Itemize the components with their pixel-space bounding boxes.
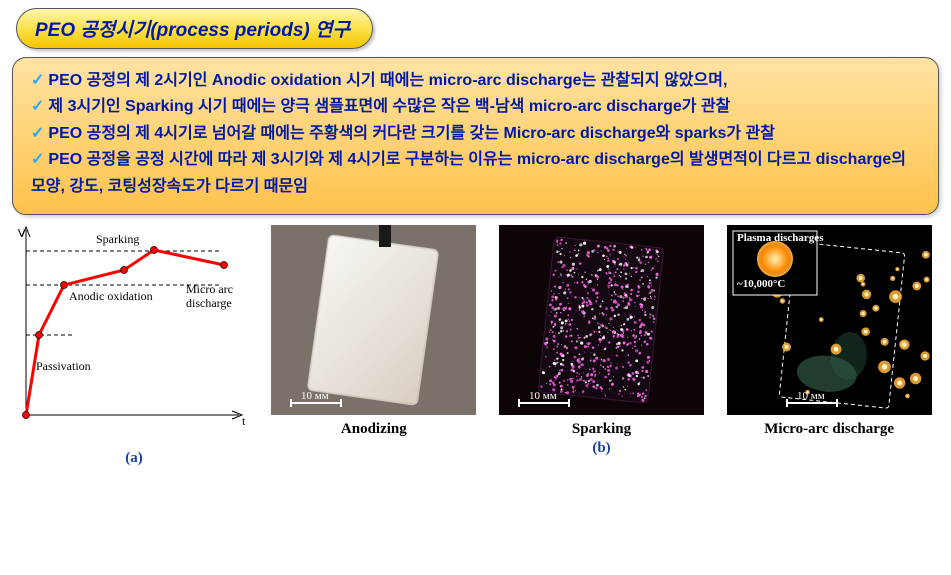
micro-caption: Micro-arc discharge xyxy=(764,421,894,438)
chart-x-label: t xyxy=(242,414,246,425)
chart-label-passivation: Passivation xyxy=(36,359,91,373)
anodizing-caption: Anodizing xyxy=(341,421,407,438)
panel-anodizing: 10 мм Anodizing xyxy=(266,225,482,438)
chart-column: V t Sparking Anodic oxidation Micro arc … xyxy=(14,225,254,467)
micro-scale: 10 мм xyxy=(797,390,825,402)
chart-label-micro1: Micro arc xyxy=(186,282,233,296)
anodizing-scale: 10 мм xyxy=(301,390,329,402)
bullets-box: ✓PEO 공정의 제 2시기인 Anodic oxidation 시기 때에는 … xyxy=(12,57,939,215)
bullet-2-text: 제 3시기인 Sparking 시기 때에는 양극 샘플표면에 수많은 작은 백… xyxy=(48,98,730,115)
chart-label-anodic: Anodic oxidation xyxy=(69,289,153,303)
plasma-label: Plasma discharges xyxy=(737,232,824,244)
panel-sparking: 10 мм Sparking (b) xyxy=(494,225,710,457)
sparking-caption: Sparking xyxy=(572,421,631,438)
chart-label-sparking: Sparking xyxy=(96,232,139,246)
micro-image: Plasma discharges ~10,000°C 10 мм xyxy=(727,225,932,415)
bullet-1: ✓PEO 공정의 제 2시기인 Anodic oxidation 시기 때에는 … xyxy=(29,68,922,94)
bullet-1-text: PEO 공정의 제 2시기인 Anodic oxidation 시기 때에는 m… xyxy=(48,72,727,89)
check-icon: ✓ xyxy=(31,125,44,142)
chart-label-micro2: discharge xyxy=(186,296,232,310)
figure-row: V t Sparking Anodic oxidation Micro arc … xyxy=(10,225,941,467)
chart-y-label: V xyxy=(17,226,26,240)
page-title: PEO 공정시기(process periods) 연구 xyxy=(16,8,373,49)
bullet-3: ✓PEO 공정의 제 4시기로 넘어갈 때에는 주황색의 커다란 크기를 갖는 … xyxy=(29,121,922,147)
bullet-4-text: PEO 공정을 공정 시간에 따라 제 3시기와 제 4시기로 구분하는 이유는… xyxy=(31,151,906,194)
bullet-4: ✓PEO 공정을 공정 시간에 따라 제 3시기와 제 4시기로 구분하는 이유… xyxy=(29,147,922,200)
panel-micro: Plasma discharges ~10,000°C 10 мм Micro-… xyxy=(721,225,937,438)
bullet-2: ✓제 3시기인 Sparking 시기 때에는 양극 샘플표면에 수많은 작은 … xyxy=(29,94,922,120)
sparking-scale: 10 мм xyxy=(529,390,557,402)
check-icon: ✓ xyxy=(31,98,44,115)
bullet-3-text: PEO 공정의 제 4시기로 넘어갈 때에는 주황색의 커다란 크기를 갖는 M… xyxy=(48,125,775,142)
sublabel-b: (b) xyxy=(592,440,610,457)
check-icon: ✓ xyxy=(31,72,44,89)
sparking-image: 10 мм xyxy=(499,225,704,415)
anodizing-image: 10 мм xyxy=(271,225,476,415)
temp-label: ~10,000°C xyxy=(737,278,785,290)
check-icon: ✓ xyxy=(31,151,44,168)
sublabel-a: (a) xyxy=(14,450,254,467)
vt-chart: V t Sparking Anodic oxidation Micro arc … xyxy=(14,225,254,425)
